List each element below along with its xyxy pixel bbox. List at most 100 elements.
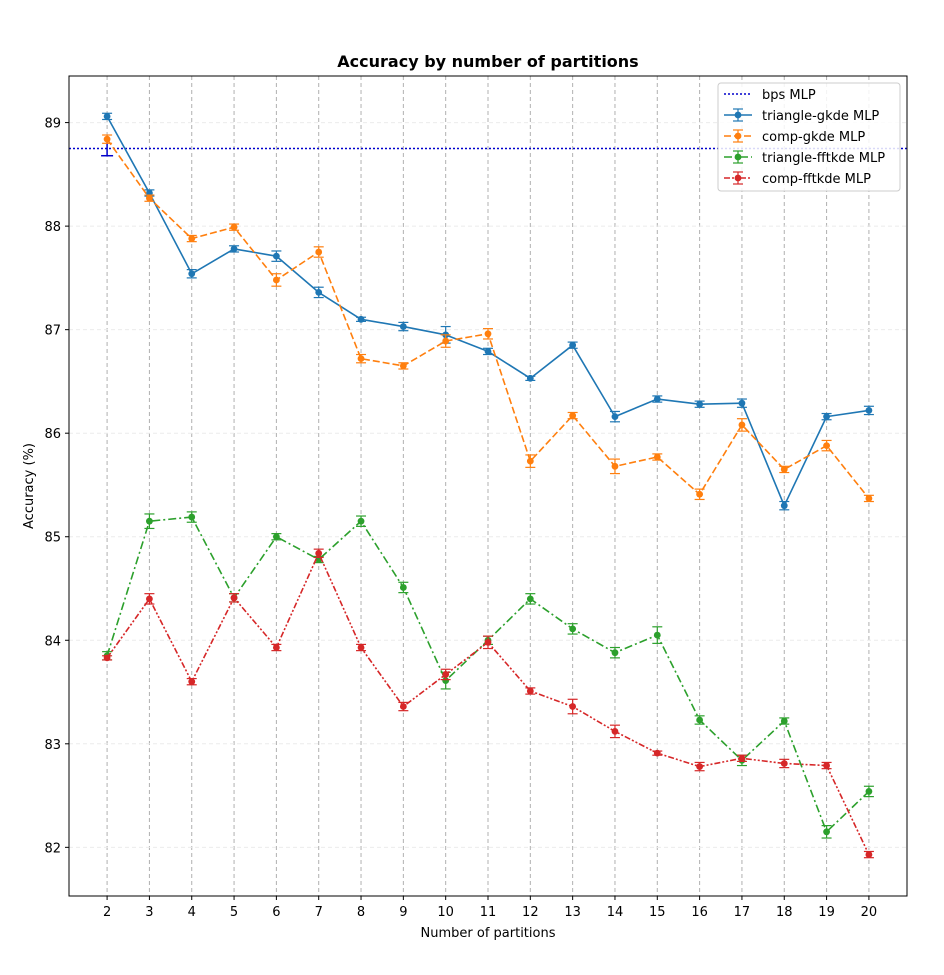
data-point — [526, 595, 534, 603]
x-tick-label: 9 — [399, 905, 407, 920]
axis-ticks: 2 3 4 5 6 7 8 9 10 11 12 13 14 15 16 17 18 19 208283848586… — [44, 117, 877, 920]
data-point — [611, 413, 619, 421]
data-point — [823, 413, 830, 421]
x-tick-label: 16 — [691, 905, 708, 920]
series-group — [102, 112, 874, 859]
data-point — [823, 828, 830, 836]
data-point — [188, 235, 196, 242]
x-tick-label: 3 — [145, 905, 153, 920]
x-tick-label: 15 — [649, 905, 666, 920]
y-tick-label: 84 — [44, 634, 61, 649]
y-axis-label: Accuracy (%) — [22, 443, 37, 529]
series-triangle-gkde-mlp — [102, 112, 874, 511]
legend-swatch-marker — [734, 174, 742, 182]
data-point — [611, 727, 619, 735]
data-point — [653, 631, 661, 639]
data-point — [146, 194, 153, 202]
data-point — [272, 276, 280, 284]
data-point — [484, 330, 492, 338]
data-point — [823, 442, 830, 450]
data-point — [146, 595, 153, 603]
data-point — [865, 851, 873, 858]
data-point — [696, 490, 704, 498]
x-axis-label: Number of partitions — [421, 926, 556, 941]
data-point — [738, 399, 746, 407]
legend: bps MLP triangle-gkde MLP comp-gkde MLP tri… — [717, 82, 901, 192]
data-point — [357, 517, 365, 525]
data-point — [653, 453, 661, 461]
grid — [69, 76, 907, 896]
legend-swatch-marker — [734, 111, 742, 119]
data-point — [738, 421, 746, 429]
x-tick-label: 8 — [357, 905, 365, 920]
data-point — [272, 252, 280, 260]
data-point — [696, 400, 704, 408]
data-point — [780, 717, 788, 725]
data-point — [146, 517, 153, 525]
series-comp-gkde-mlp — [102, 134, 874, 503]
data-point — [526, 687, 534, 695]
x-tick-label: 11 — [480, 905, 497, 920]
data-point — [442, 677, 450, 685]
y-tick-label: 85 — [44, 531, 61, 546]
x-tick-label: 6 — [272, 905, 280, 920]
data-point — [653, 395, 661, 403]
data-point — [399, 703, 407, 710]
data-point — [569, 625, 577, 633]
x-tick-label: 13 — [564, 905, 581, 920]
data-point — [780, 502, 788, 510]
data-point — [399, 362, 407, 370]
data-point — [230, 594, 238, 602]
x-tick-label: 2 — [103, 905, 111, 920]
y-tick-label: 87 — [44, 324, 61, 339]
data-point — [230, 223, 238, 231]
y-tick-label: 88 — [44, 220, 61, 235]
data-point — [188, 678, 196, 686]
data-point — [569, 412, 577, 419]
data-point — [865, 407, 873, 414]
y-tick-label: 83 — [44, 738, 61, 753]
data-point — [103, 135, 111, 143]
x-tick-label: 18 — [776, 905, 793, 920]
data-point — [357, 355, 365, 363]
data-point — [357, 315, 365, 323]
data-point — [653, 749, 661, 757]
data-point — [188, 270, 196, 278]
data-point — [696, 716, 704, 724]
data-point — [526, 374, 534, 382]
legend-box — [717, 82, 901, 192]
data-point — [103, 654, 111, 662]
data-point — [780, 466, 788, 473]
data-point — [399, 323, 407, 330]
x-tick-label: 7 — [315, 905, 323, 920]
legend-label: comp-gkde MLP — [762, 130, 865, 145]
y-tick-label: 89 — [44, 117, 61, 132]
data-point — [484, 348, 492, 355]
data-point — [780, 760, 788, 767]
legend-swatch-marker — [734, 132, 742, 140]
data-point — [315, 549, 323, 557]
x-tick-label: 5 — [230, 905, 238, 920]
data-point — [272, 533, 280, 541]
x-tick-label: 20 — [861, 905, 878, 920]
y-tick-label: 82 — [44, 841, 61, 856]
legend-label: comp-fftkde MLP — [762, 172, 871, 187]
x-tick-label: 4 — [188, 905, 196, 920]
x-tick-label: 10 — [437, 905, 454, 920]
data-point — [315, 288, 323, 296]
data-point — [399, 584, 407, 591]
data-point — [865, 788, 873, 795]
data-point — [442, 337, 450, 345]
y-tick-label: 86 — [44, 427, 61, 442]
data-point — [569, 341, 577, 349]
data-point — [611, 649, 619, 657]
data-point — [230, 245, 238, 253]
data-point — [442, 671, 450, 678]
data-point — [823, 762, 830, 769]
data-point — [569, 703, 577, 710]
x-tick-label: 14 — [607, 905, 624, 920]
data-point — [484, 638, 492, 646]
legend-swatch-marker — [734, 153, 742, 161]
x-tick-label: 17 — [734, 905, 751, 920]
